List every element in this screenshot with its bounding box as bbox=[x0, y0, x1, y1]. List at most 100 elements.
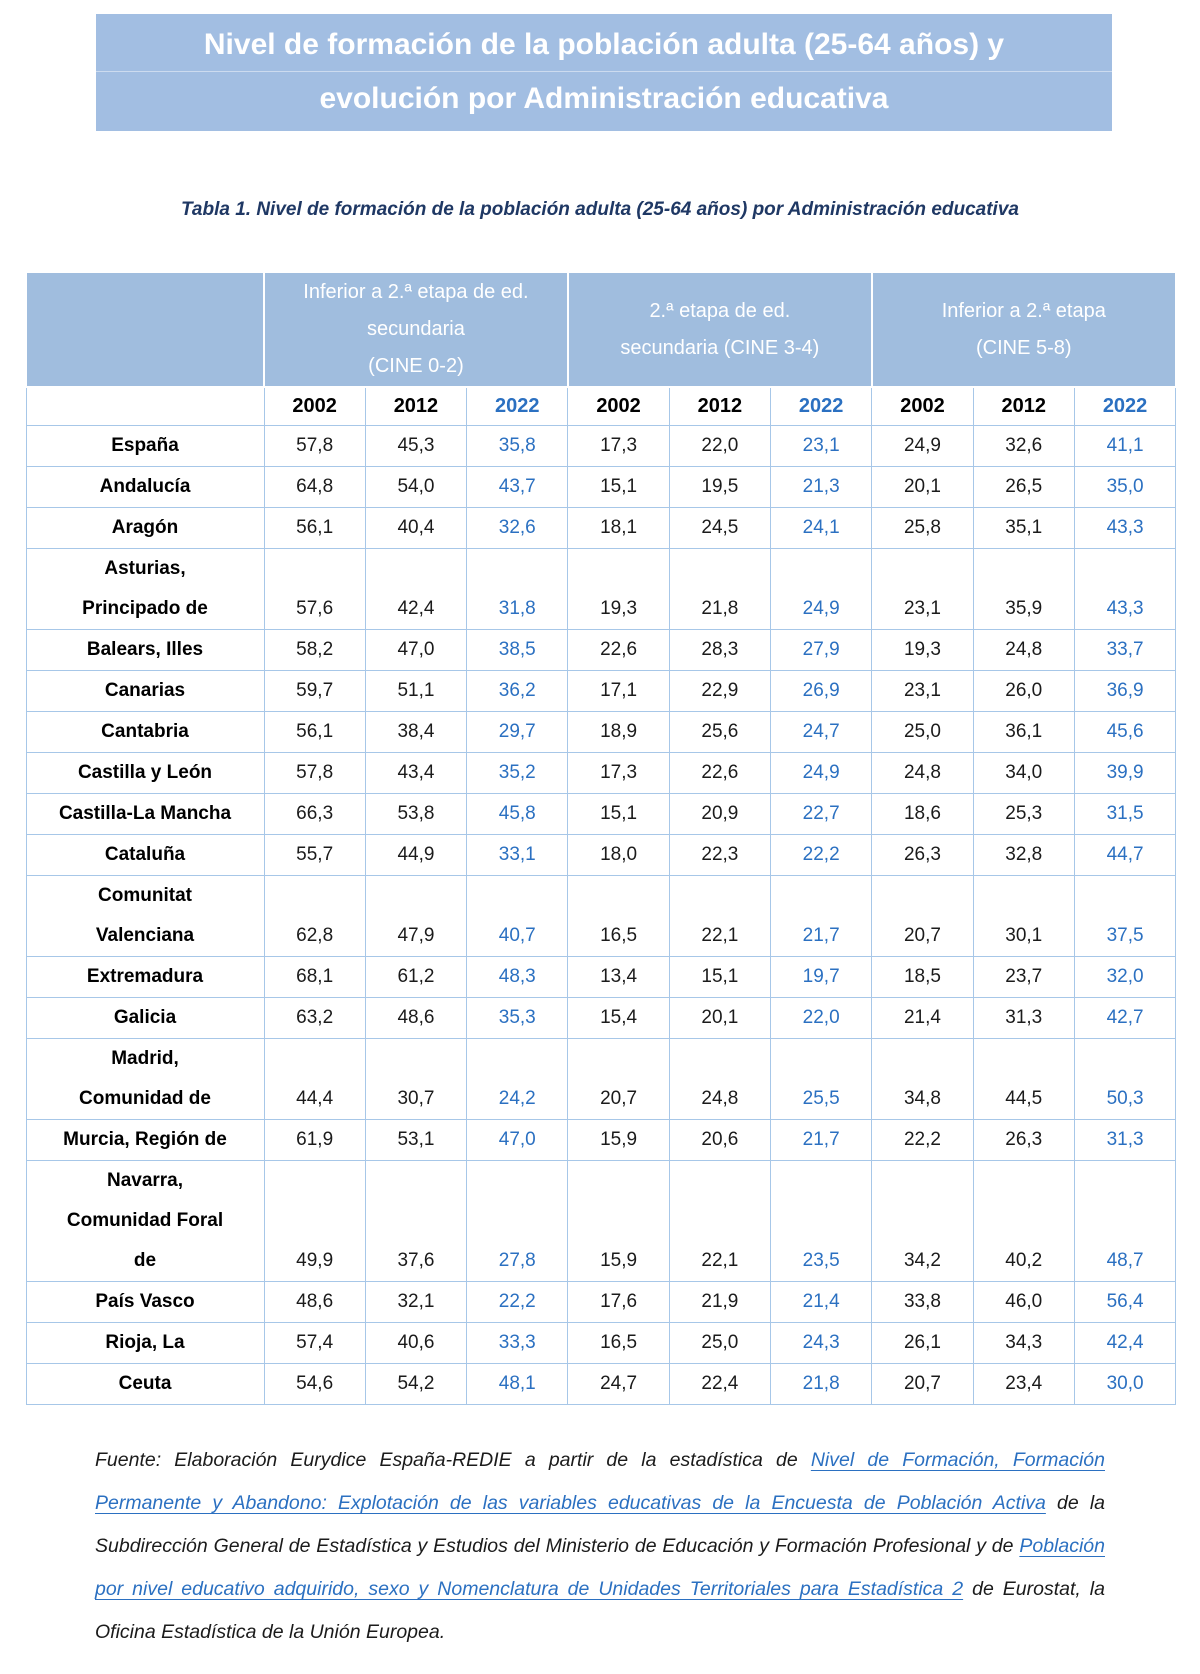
row-label: Andalucía bbox=[25, 466, 265, 508]
value-cell: 21,4 bbox=[871, 997, 974, 1039]
value-cell: 32,1 bbox=[364, 1281, 468, 1323]
value-cell: 49,9 bbox=[263, 1160, 366, 1282]
value-cell: 38,4 bbox=[364, 711, 468, 753]
value-cell: 34,2 bbox=[871, 1160, 974, 1282]
value-cell: 33,1 bbox=[466, 834, 569, 876]
value-cell: 17,3 bbox=[567, 425, 670, 467]
title-banner: Nivel de formación de la población adult… bbox=[96, 14, 1112, 131]
value-cell: 43,3 bbox=[1073, 507, 1177, 549]
value-cell: 21,8 bbox=[770, 1363, 873, 1405]
value-cell: 24,8 bbox=[972, 629, 1075, 671]
row-label: Ceuta bbox=[25, 1363, 265, 1405]
table-caption: Tabla 1. Nivel de formación de la poblac… bbox=[181, 199, 1019, 220]
value-cell: 43,3 bbox=[1073, 548, 1177, 630]
source-text: Fuente: Elaboración Eurydice España-REDI… bbox=[95, 1449, 811, 1471]
value-cell: 22,6 bbox=[668, 752, 772, 794]
year-header-g3-2022: 2022 bbox=[1073, 386, 1177, 426]
row-label: España bbox=[25, 425, 265, 467]
value-cell: 55,7 bbox=[263, 834, 366, 876]
value-cell: 48,6 bbox=[364, 997, 468, 1039]
value-cell: 32,0 bbox=[1073, 956, 1177, 998]
value-cell: 40,4 bbox=[364, 507, 468, 549]
value-cell: 25,0 bbox=[668, 1322, 772, 1364]
value-cell: 21,8 bbox=[668, 548, 772, 630]
row-label: País Vasco bbox=[25, 1281, 265, 1323]
row-label: Cantabria bbox=[25, 711, 265, 753]
row-label: Canarias bbox=[25, 670, 265, 712]
value-cell: 19,7 bbox=[770, 956, 873, 998]
value-cell: 26,9 bbox=[770, 670, 873, 712]
value-cell: 48,7 bbox=[1073, 1160, 1177, 1282]
value-cell: 24,5 bbox=[668, 507, 772, 549]
value-cell: 28,3 bbox=[668, 629, 772, 671]
table-row: Extremadura 68,1 61,2 48,3 13,4 15,1 19,7 18,5 2… bbox=[25, 956, 1177, 998]
row-label: Castilla-La Mancha bbox=[25, 793, 265, 835]
value-cell: 15,9 bbox=[567, 1119, 670, 1161]
value-cell: 33,3 bbox=[466, 1322, 569, 1364]
value-cell: 44,4 bbox=[263, 1038, 366, 1120]
value-cell: 21,3 bbox=[770, 466, 873, 508]
value-cell: 34,0 bbox=[972, 752, 1075, 794]
value-cell: 40,6 bbox=[364, 1322, 468, 1364]
row-label: Aragón bbox=[25, 507, 265, 549]
value-cell: 47,0 bbox=[466, 1119, 569, 1161]
table-row: Cataluña 55,7 44,9 33,1 18,0 22,3 22,2 26,3 32,8… bbox=[25, 834, 1177, 876]
table-row: Comunitat Valenciana 62,8 47,9 40,7 16,5 22,1… bbox=[25, 875, 1177, 957]
value-cell: 31,5 bbox=[1073, 793, 1177, 835]
value-cell: 20,1 bbox=[668, 997, 772, 1039]
value-cell: 42,4 bbox=[1073, 1322, 1177, 1364]
table-row: Cantabria 56,1 38,4 29,7 18,9 25,6 24,7 25,0 36,… bbox=[25, 711, 1177, 753]
value-cell: 19,5 bbox=[668, 466, 772, 508]
value-cell: 18,5 bbox=[871, 956, 974, 998]
value-cell: 46,0 bbox=[972, 1281, 1075, 1323]
value-cell: 32,6 bbox=[466, 507, 569, 549]
value-cell: 23,4 bbox=[972, 1363, 1075, 1405]
value-cell: 44,5 bbox=[972, 1038, 1075, 1120]
value-cell: 24,8 bbox=[871, 752, 974, 794]
row-label: Balears, Illes bbox=[25, 629, 265, 671]
value-cell: 68,1 bbox=[263, 956, 366, 998]
value-cell: 21,9 bbox=[668, 1281, 772, 1323]
source-link-2[interactable]: Nivel de Formación, Formación Permanente… bbox=[95, 1449, 1105, 1514]
value-cell: 36,1 bbox=[972, 711, 1075, 753]
value-cell: 34,8 bbox=[871, 1038, 974, 1120]
value-cell: 51,1 bbox=[364, 670, 468, 712]
row-label: Cataluña bbox=[25, 834, 265, 876]
value-cell: 20,9 bbox=[668, 793, 772, 835]
value-cell: 26,5 bbox=[972, 466, 1075, 508]
value-cell: 31,3 bbox=[1073, 1119, 1177, 1161]
value-cell: 64,8 bbox=[263, 466, 366, 508]
value-cell: 24,7 bbox=[770, 711, 873, 753]
value-cell: 25,0 bbox=[871, 711, 974, 753]
value-cell: 26,0 bbox=[972, 670, 1075, 712]
value-cell: 22,2 bbox=[770, 834, 873, 876]
value-cell: 23,1 bbox=[871, 548, 974, 630]
title-divider bbox=[96, 71, 1112, 72]
value-cell: 57,6 bbox=[263, 548, 366, 630]
value-cell: 30,0 bbox=[1073, 1363, 1177, 1405]
value-cell: 48,3 bbox=[466, 956, 569, 998]
value-cell: 23,1 bbox=[871, 670, 974, 712]
value-cell: 43,7 bbox=[466, 466, 569, 508]
value-cell: 26,3 bbox=[871, 834, 974, 876]
value-cell: 20,7 bbox=[871, 1363, 974, 1405]
value-cell: 27,8 bbox=[466, 1160, 569, 1282]
table-row: Aragón 56,1 40,4 32,6 18,1 24,5 24,1 25,8 35,1 43… bbox=[25, 507, 1177, 549]
value-cell: 24,1 bbox=[770, 507, 873, 549]
table-row: País Vasco 48,6 32,1 22,2 17,6 21,9 21,4 33,8 46… bbox=[25, 1281, 1177, 1323]
table-row: Murcia, Región de 61,9 53,1 47,0 15,9 20,6 21,… bbox=[25, 1119, 1177, 1161]
value-cell: 16,5 bbox=[567, 1322, 670, 1364]
value-cell: 22,0 bbox=[668, 425, 772, 467]
value-cell: 24,9 bbox=[770, 752, 873, 794]
value-cell: 17,6 bbox=[567, 1281, 670, 1323]
source-note: Fuente: Elaboración Eurydice España-REDI… bbox=[95, 1439, 1105, 1654]
value-cell: 35,9 bbox=[972, 548, 1075, 630]
value-cell: 47,9 bbox=[364, 875, 468, 957]
table-row: Andalucía 64,8 54,0 43,7 15,1 19,5 21,3 20,1 26,… bbox=[25, 466, 1177, 508]
value-cell: 18,9 bbox=[567, 711, 670, 753]
value-cell: 35,3 bbox=[466, 997, 569, 1039]
table-row: Rioja, La 57,4 40,6 33,3 16,5 25,0 24,3 26,1 34,… bbox=[25, 1322, 1177, 1364]
row-label: Navarra, Comunidad Foral de bbox=[25, 1160, 265, 1282]
year-header-row: 2002 2012 2022 2002 2012 2022 2002 2012 2022 bbox=[25, 386, 1177, 426]
value-cell: 59,7 bbox=[263, 670, 366, 712]
